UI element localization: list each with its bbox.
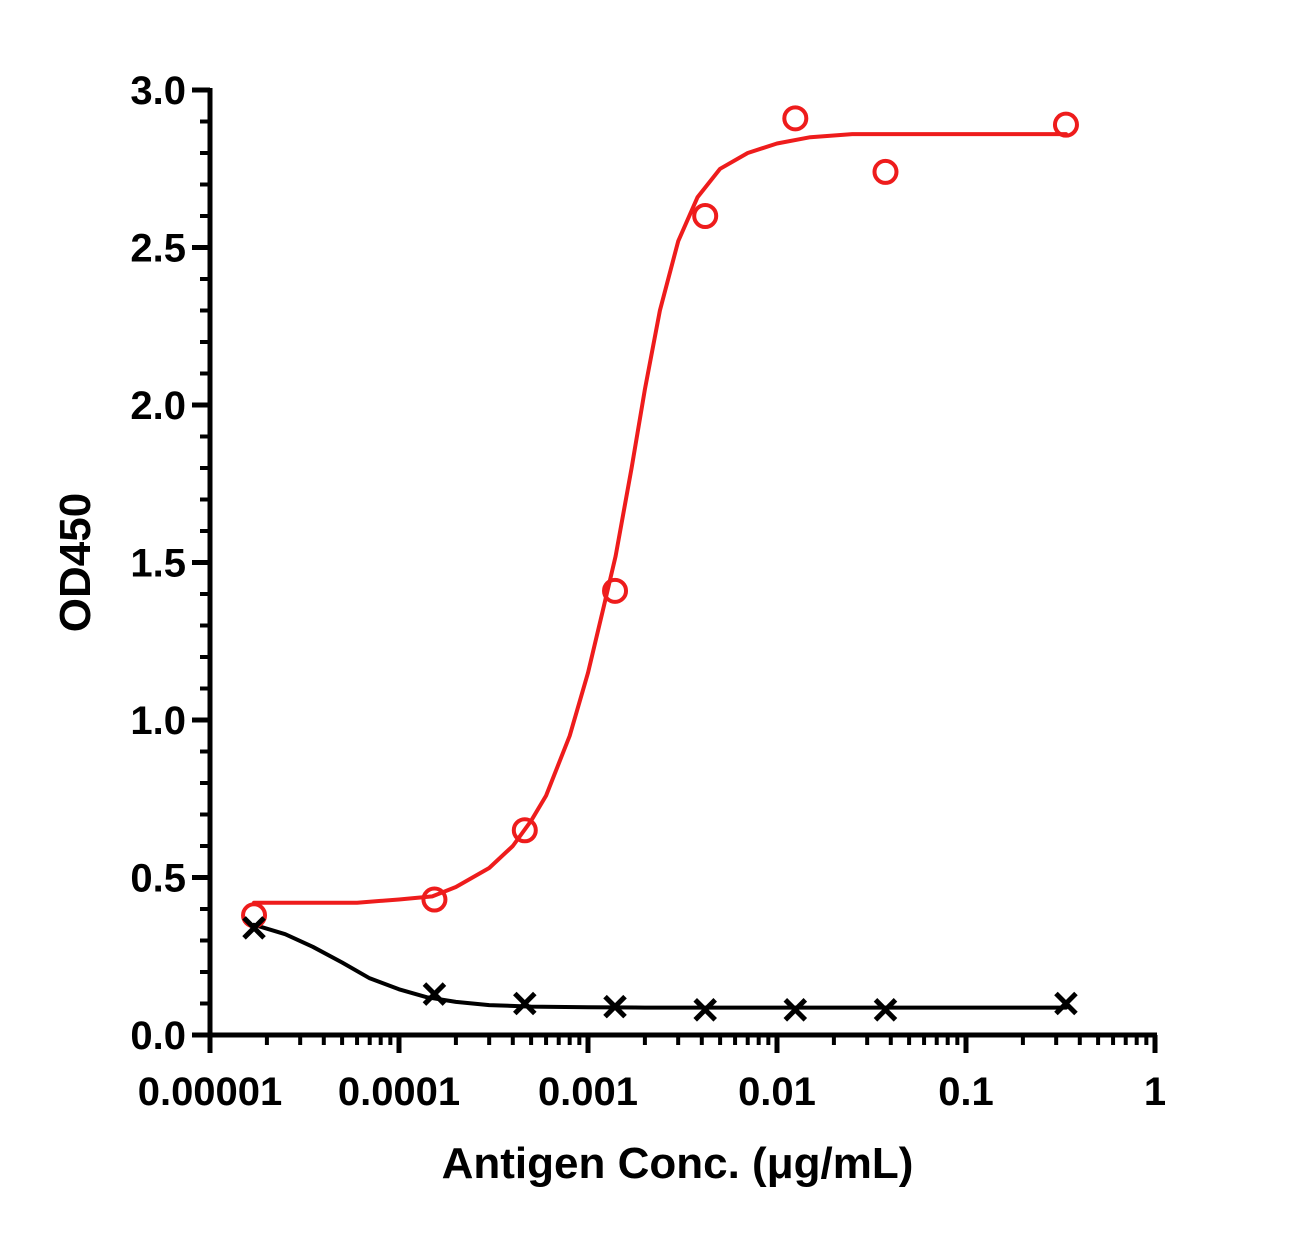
y-tick-label: 0.0	[130, 1014, 186, 1058]
y-tick-label: 2.0	[130, 384, 186, 428]
x-tick-label: 0.00001	[138, 1070, 283, 1114]
data-point-x	[513, 991, 537, 1016]
y-tick-label: 0.5	[130, 857, 186, 901]
data-point-x	[873, 998, 898, 1022]
x-ticks: 0.00001 0.0001 0.001 0.01 0.1 1	[138, 1035, 1166, 1114]
data-point-circle	[421, 886, 448, 913]
y-tick-label: 2.5	[130, 227, 186, 271]
data-point-x	[422, 982, 447, 1006]
data-point-circle	[511, 817, 538, 844]
x-tick-label: 0.001	[538, 1070, 638, 1114]
data-points	[241, 105, 1079, 1022]
data-point-circle	[602, 577, 629, 604]
x-tick-label: 0.0001	[338, 1070, 460, 1114]
x-tick-label: 0.01	[738, 1070, 816, 1114]
data-point-x	[603, 994, 627, 1019]
fit-curve-0	[252, 132, 1068, 905]
fit-curves	[252, 132, 1068, 1010]
y-ticks: 0.0 0.5 1.0 1.5 2.0 2.5 3.0	[130, 69, 210, 1058]
data-point-x	[1054, 991, 1078, 1016]
fit-curve-1	[252, 922, 1068, 1010]
data-point-x	[242, 916, 266, 940]
data-point-circle	[692, 203, 719, 229]
data-point-x	[693, 998, 717, 1022]
y-tick-label: 1.5	[130, 542, 186, 586]
data-point-circle	[1052, 111, 1079, 138]
y-tick-label: 1.0	[130, 699, 186, 743]
y-tick-label: 3.0	[130, 69, 186, 113]
x-axis-title: Antigen Conc. (μg/mL)	[442, 1139, 914, 1188]
y-axis-title: OD450	[51, 493, 100, 632]
data-point-circle	[782, 105, 809, 132]
data-point-x	[783, 998, 808, 1022]
x-tick-label: 1	[1144, 1070, 1166, 1114]
x-tick-label: 0.1	[938, 1070, 994, 1114]
data-point-circle	[872, 158, 899, 185]
